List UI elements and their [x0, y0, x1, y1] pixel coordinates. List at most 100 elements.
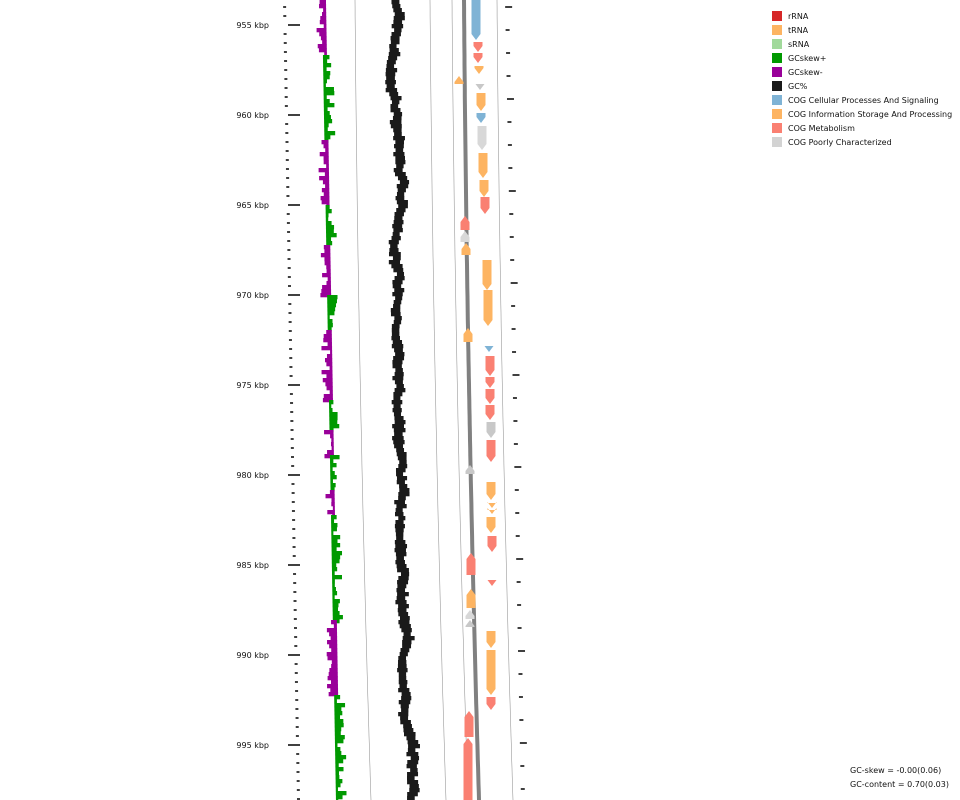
- gc-content-bar: [393, 16, 405, 21]
- gc-skew-negative-bar: [329, 366, 333, 371]
- gc-skew-positive-bar: [331, 531, 334, 536]
- gene-arrow: [479, 180, 489, 197]
- gene-arrow: [471, 0, 481, 40]
- gc-skew-negative-bar: [327, 684, 338, 689]
- gc-skew-negative-bar: [326, 354, 333, 359]
- gc-content-bar: [396, 452, 407, 457]
- gc-skew-positive-bar: [335, 747, 341, 752]
- gc-skew-positive-bar: [327, 319, 333, 324]
- legend-item: GC%: [772, 79, 952, 93]
- gc-skew-positive-bar: [323, 83, 326, 88]
- gc-skew-negative-bar: [323, 338, 332, 343]
- gc-content-bar: [395, 560, 405, 565]
- gc-skew-positive-bar: [332, 587, 336, 592]
- gc-skew-negative-bar: [324, 172, 330, 177]
- gc-content-bar: [399, 460, 407, 465]
- gc-content-bar: [386, 64, 395, 69]
- gc-content-bar: [394, 500, 405, 505]
- gc-content-bar: [402, 636, 415, 641]
- gc-skew-positive-bar: [323, 75, 330, 80]
- gc-content-bar: [407, 772, 419, 777]
- tick-label: 990 kbp: [236, 651, 269, 660]
- gc-skew-negative-bar: [321, 346, 333, 351]
- gc-skew-positive-bar: [326, 229, 334, 234]
- gc-skew-positive-bar: [324, 127, 328, 132]
- gene-arrow: [478, 153, 488, 178]
- gc-content-bar: [398, 620, 410, 625]
- gc-skew-positive-bar: [334, 715, 341, 720]
- gc-skew-positive-bar: [335, 783, 341, 788]
- gc-content-bar: [393, 300, 402, 305]
- gene-arrow: [465, 620, 475, 627]
- gc-content-bar: [410, 768, 418, 773]
- gc-skew-negative-bar: [319, 152, 329, 157]
- gc-content-bar: [394, 288, 405, 293]
- gc-content-bar: [406, 764, 417, 769]
- gc-skew-positive-bar: [335, 787, 338, 792]
- gc-skew-positive-bar: [324, 115, 331, 120]
- gc-skew-positive-bar: [323, 87, 334, 92]
- gc-skew-negative-bar: [323, 394, 333, 399]
- gc-skew-positive-bar: [335, 771, 340, 776]
- gc-skew-negative-bar: [330, 434, 334, 439]
- gc-content-bar: [385, 68, 398, 73]
- gc-skew-negative-bar: [326, 362, 333, 367]
- legend-item: GCskew-: [772, 65, 952, 79]
- gene-arrow: [486, 650, 496, 695]
- gc-content-bar: [388, 260, 401, 265]
- legend-label: COG Metabolism: [788, 123, 855, 133]
- gc-skew-negative-bar: [327, 640, 338, 645]
- gc-skew-negative-bar: [319, 176, 330, 181]
- gc-content-bar: [385, 80, 396, 85]
- gc-skew-positive-bar: [329, 412, 338, 417]
- gc-skew-negative-bar: [332, 506, 335, 511]
- gc-skew-negative-bar: [331, 660, 338, 665]
- gc-skew-positive-bar: [323, 103, 335, 108]
- gc-skew-negative-bar: [333, 624, 337, 629]
- gc-skew-positive-bar: [323, 95, 327, 100]
- gc-content-bar: [397, 580, 409, 585]
- gc-skew-negative-bar: [324, 52, 327, 57]
- gc-content-bar: [398, 680, 408, 685]
- gc-content-bar: [398, 604, 409, 609]
- gc-skew-negative-bar: [324, 454, 334, 459]
- gc-content-bar: [388, 56, 398, 61]
- legend-swatch: [772, 109, 782, 119]
- gc-content-bar: [393, 440, 405, 445]
- gc-content-bar: [395, 352, 405, 357]
- gc-content-bar: [396, 504, 407, 509]
- gc-skew-negative-bar: [330, 680, 338, 685]
- gc-skew-positive-bar: [332, 583, 335, 588]
- gc-skew-positive-bar: [331, 523, 338, 528]
- gc-skew-positive-bar: [324, 135, 331, 140]
- gc-skew-negative-bar: [322, 12, 327, 17]
- gc-skew-positive-bar: [334, 731, 341, 736]
- gc-skew-negative-bar: [323, 156, 329, 161]
- gc-content-bar: [388, 240, 399, 245]
- gc-content-bar: [391, 324, 400, 329]
- gc-skew-positive-bar: [334, 695, 341, 700]
- gc-skew-positive-bar: [331, 539, 338, 544]
- gc-skew-negative-bar: [321, 289, 332, 294]
- gc-content-bar: [394, 420, 406, 425]
- gc-skew-negative-bar: [319, 32, 327, 37]
- gc-skew-negative-bar: [323, 160, 329, 165]
- gc-content-bar: [392, 224, 403, 229]
- gc-skew-positive-bar: [332, 603, 339, 608]
- legend-swatch: [772, 11, 782, 21]
- gc-content-bar: [398, 660, 407, 665]
- gc-skew-positive-bar: [323, 111, 330, 116]
- gc-skew-negative-bar: [327, 450, 334, 455]
- gc-skew-positive-bar: [327, 315, 330, 320]
- gc-skew-negative-bar: [331, 620, 337, 625]
- gc-content-bar: [398, 612, 409, 617]
- gc-skew-positive-bar: [335, 743, 338, 748]
- gene-arrow: [484, 346, 494, 352]
- gene-arrow: [476, 113, 486, 123]
- gc-skew-positive-bar: [331, 535, 341, 540]
- gc-content-bar: [397, 592, 409, 597]
- gc-skew-positive-bar: [332, 591, 338, 596]
- gc-skew-positive-bar: [335, 763, 339, 768]
- gc-content-bar: [394, 540, 406, 545]
- gc-skew-negative-bar: [331, 664, 338, 669]
